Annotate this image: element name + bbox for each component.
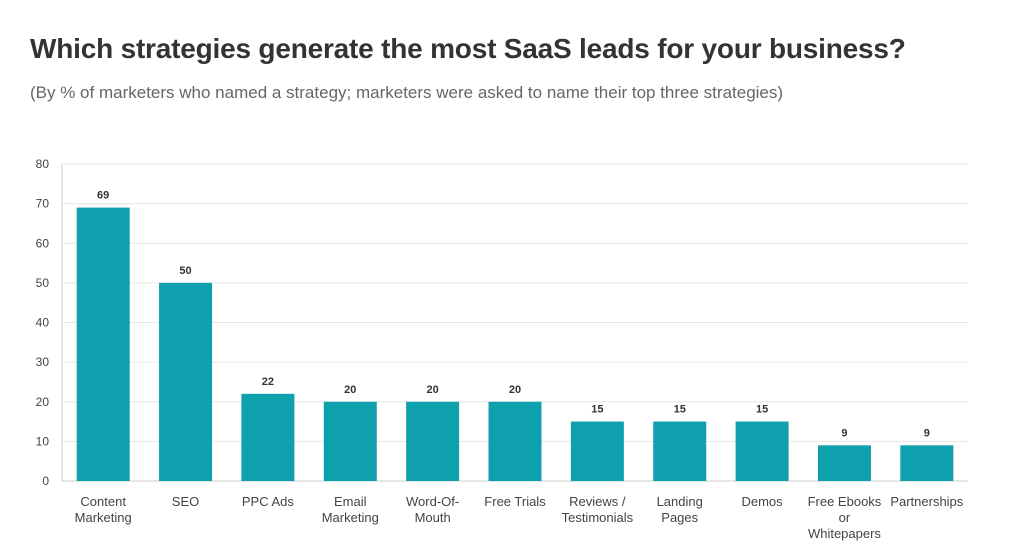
y-tick-label: 30 [36,355,50,369]
x-tick-label-line: Email [334,494,367,509]
y-tick-label: 50 [36,276,50,290]
x-tick-label-line: Landing [657,494,703,509]
bar [488,401,542,481]
x-tick-label-line: Mouth [415,510,451,525]
bar [817,445,871,481]
data-label: 15 [756,404,768,416]
bar [241,393,295,481]
x-tick-label: Free Trials [484,494,546,509]
bar [735,421,789,481]
y-tick-label: 20 [36,395,50,409]
x-tick-label: Reviews / Testimonials [562,494,634,525]
data-label: 15 [591,404,603,416]
bar [570,421,624,481]
x-tick-label-line: Word-Of- [406,494,459,509]
y-tick-label: 40 [36,316,50,330]
x-tick-label-line: SEO [172,494,199,509]
x-tick-label-line: Demos [741,494,783,509]
x-tick-label: Free Ebooks or Whitepapers [808,494,882,541]
data-label: 20 [427,384,439,396]
data-label: 9 [924,427,930,439]
bar [406,401,460,481]
y-tick-label: 60 [36,236,50,250]
data-label: 50 [179,265,191,277]
bar [159,282,213,481]
y-tick-label: 10 [36,434,50,448]
x-tick-label-line: Pages [661,510,698,525]
chart-subtitle: (By % of marketers who named a strategy;… [30,83,784,102]
x-tick-label-line: Marketing [75,510,132,525]
x-tick-label: Landing Pages [657,494,703,525]
chart-title: Which strategies generate the most SaaS … [30,33,906,64]
data-label: 20 [509,384,521,396]
x-tick-label-line: Free Trials [484,494,546,509]
x-tick-label: Demos [741,494,783,509]
x-tick-label-line: or [839,510,851,525]
bar [76,207,130,481]
x-tick-label: SEO [172,494,199,509]
x-tick-label: Email Marketing [322,494,379,525]
x-tick-label-line: Reviews / [569,494,626,509]
x-tick-label-line: Partnerships [890,494,963,509]
x-tick-label: PPC Ads [242,494,295,509]
x-tick-label-line: Whitepapers [808,526,881,541]
x-tick-label-line: Free Ebooks [808,494,882,509]
x-tick-label: Partnerships [890,494,963,509]
y-tick-label: 80 [36,157,50,171]
bar [323,401,377,481]
data-label: 69 [97,190,109,202]
y-tick-label: 70 [36,197,50,211]
bar [900,445,954,481]
data-label: 22 [262,376,274,388]
x-tick-label: Word-Of-Mouth [406,494,459,525]
data-label: 20 [344,384,356,396]
x-tick-label-line: Content [80,494,126,509]
data-label: 9 [841,427,847,439]
x-tick-label: Content Marketing [75,494,132,525]
bar [653,421,707,481]
y-tick-label: 0 [42,474,49,488]
x-tick-label-line: Testimonials [562,510,634,525]
x-tick-label-line: Marketing [322,510,379,525]
x-tick-label-line: PPC Ads [242,494,295,509]
data-label: 15 [674,404,686,416]
